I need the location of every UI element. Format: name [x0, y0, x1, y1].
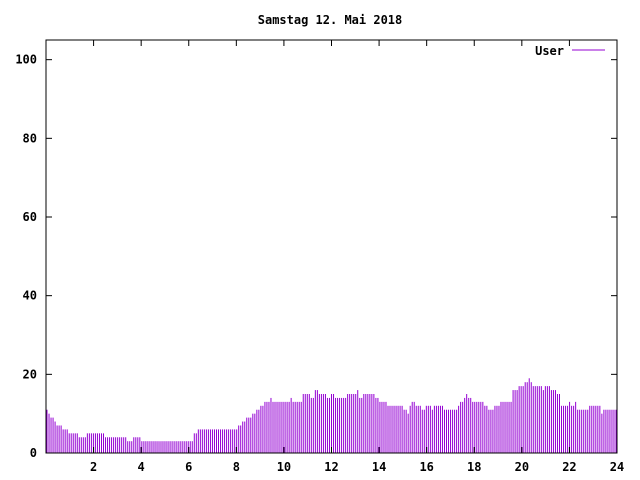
x-tick-label: 8 — [233, 460, 240, 474]
y-tick-label: 80 — [23, 131, 37, 145]
x-tick-label: 6 — [185, 460, 192, 474]
y-tick-label: 100 — [15, 53, 37, 67]
x-tick-label: 10 — [277, 460, 291, 474]
y-tick-label: 40 — [23, 289, 37, 303]
x-tick-label: 16 — [419, 460, 433, 474]
x-tick-label: 22 — [562, 460, 576, 474]
bar-series-user — [46, 378, 617, 453]
x-tick-label: 14 — [372, 460, 386, 474]
y-tick-label: 0 — [30, 446, 37, 460]
x-tick-label: 4 — [138, 460, 145, 474]
x-tick-label: 12 — [324, 460, 338, 474]
x-tick-label: 18 — [467, 460, 481, 474]
legend: User — [535, 44, 605, 58]
legend-label-user: User — [535, 44, 564, 58]
x-tick-label: 20 — [515, 460, 529, 474]
y-tick-label: 60 — [23, 210, 37, 224]
x-tick-label: 2 — [90, 460, 97, 474]
y-tick-label: 20 — [23, 367, 37, 381]
x-tick-label: 24 — [610, 460, 624, 474]
chart-title: Samstag 12. Mai 2018 — [258, 13, 403, 27]
